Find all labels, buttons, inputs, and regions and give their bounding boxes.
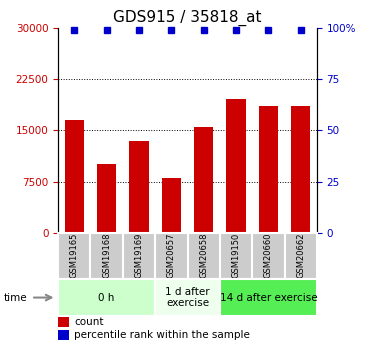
Bar xyxy=(220,279,317,316)
Bar xyxy=(285,233,317,279)
Text: percentile rank within the sample: percentile rank within the sample xyxy=(74,330,250,340)
Text: GSM19150: GSM19150 xyxy=(231,233,240,278)
Text: GSM20660: GSM20660 xyxy=(264,233,273,278)
Bar xyxy=(194,127,213,233)
Bar xyxy=(291,106,310,233)
Text: GSM19169: GSM19169 xyxy=(135,233,144,278)
Bar xyxy=(123,233,155,279)
Text: 0 h: 0 h xyxy=(99,293,115,303)
Bar xyxy=(155,279,220,316)
Title: GDS915 / 35818_at: GDS915 / 35818_at xyxy=(113,10,262,26)
Text: GSM20658: GSM20658 xyxy=(199,233,208,278)
Text: GSM19165: GSM19165 xyxy=(70,233,79,278)
Bar xyxy=(252,233,285,279)
Text: time: time xyxy=(4,293,27,303)
Bar xyxy=(64,120,84,233)
Bar xyxy=(90,233,123,279)
Bar xyxy=(97,165,116,233)
Bar xyxy=(226,99,246,233)
Bar xyxy=(58,279,155,316)
Text: GSM20662: GSM20662 xyxy=(296,233,305,278)
Bar xyxy=(188,233,220,279)
Text: 14 d after exercise: 14 d after exercise xyxy=(219,293,317,303)
Bar xyxy=(220,233,252,279)
Text: 1 d after
exercise: 1 d after exercise xyxy=(165,287,210,308)
Bar xyxy=(58,233,90,279)
Text: count: count xyxy=(74,317,104,327)
Text: GSM20657: GSM20657 xyxy=(167,233,176,278)
Bar xyxy=(259,106,278,233)
Bar xyxy=(155,233,188,279)
Bar xyxy=(129,140,149,233)
Bar xyxy=(162,178,181,233)
Text: GSM19168: GSM19168 xyxy=(102,233,111,278)
